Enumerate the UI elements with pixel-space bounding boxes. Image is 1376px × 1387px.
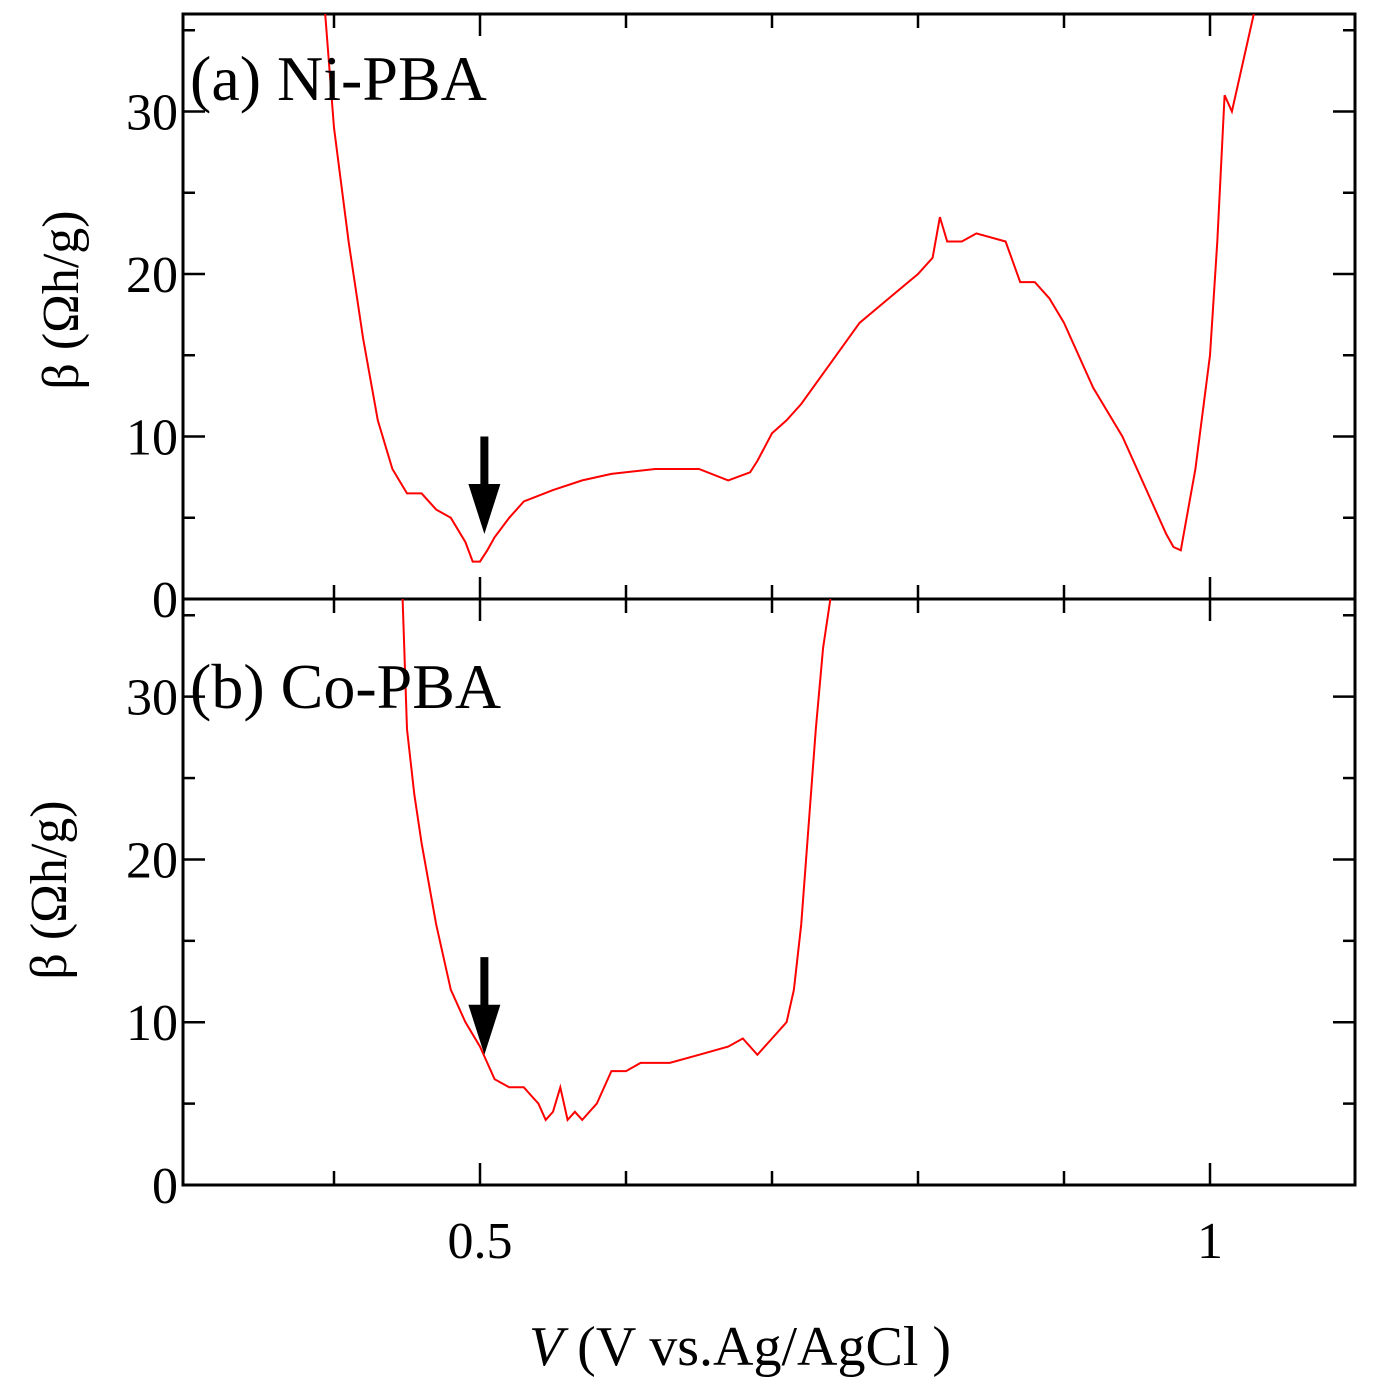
x-axis-label-rest: (V vs.Ag/AgCl ) bbox=[563, 1316, 951, 1378]
y-tick-label-a-20: 20 bbox=[126, 247, 178, 304]
panel-a-ylabel: β (Ωh/g) bbox=[33, 210, 90, 389]
x-tick-labels: 0.5 1 bbox=[448, 1213, 1224, 1270]
arrow-head-b bbox=[468, 1004, 501, 1055]
x-axis-label: V (V vs.Ag/AgCl ) bbox=[529, 1316, 951, 1378]
y-tick-label-b-0: 0 bbox=[152, 1158, 178, 1215]
arrow-annotation-a bbox=[468, 436, 501, 534]
x-tick-label-0.5: 0.5 bbox=[448, 1213, 513, 1270]
panel-b-label: (b) Co-PBA bbox=[190, 651, 501, 722]
ni-pba-series-line bbox=[324, 14, 1255, 563]
y-tick-label-a-30: 30 bbox=[126, 85, 178, 142]
y-tick-label-a-10: 10 bbox=[126, 410, 178, 467]
x-axis-label-var: V bbox=[529, 1316, 569, 1378]
panel-b-ticks bbox=[183, 599, 1355, 1187]
y-tick-label-a-0: 0 bbox=[152, 572, 178, 629]
y-tick-label-b-30: 30 bbox=[126, 670, 178, 727]
arrow-head-a bbox=[468, 484, 501, 534]
co-pba-series-line bbox=[401, 599, 832, 1123]
panel-b-frame bbox=[181, 597, 1357, 1187]
panel-a-ticks bbox=[183, 14, 1355, 601]
y-tick-label-b-20: 20 bbox=[126, 832, 178, 889]
panel-a: 0 10 20 30 (a) Ni-PBA β (Ωh/g) bbox=[33, 12, 1357, 630]
panel-a-ytick-labels: 0 10 20 30 bbox=[126, 85, 178, 630]
panel-b-ylabel: β (Ωh/g) bbox=[21, 800, 78, 979]
panel-a-label: (a) Ni-PBA bbox=[190, 43, 487, 114]
x-tick-label-1: 1 bbox=[1197, 1213, 1223, 1270]
arrow-annotation-b bbox=[468, 957, 501, 1055]
y-tick-label-b-10: 10 bbox=[126, 995, 178, 1052]
panel-b-ytick-labels: 0 10 20 30 bbox=[126, 670, 178, 1215]
